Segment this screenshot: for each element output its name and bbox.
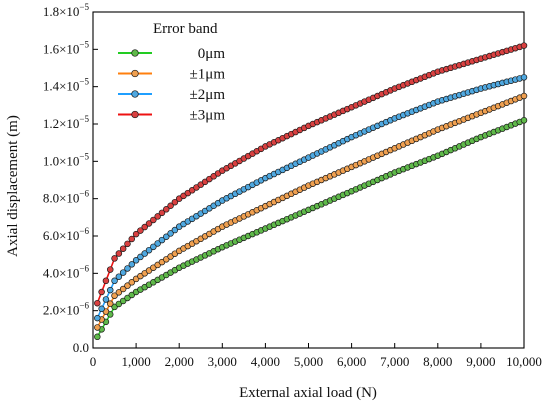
data-point [94, 299, 101, 307]
x-tick-label: 2,000 [165, 354, 194, 369]
x-tick-label: 4,000 [251, 354, 280, 369]
data-point [124, 265, 131, 272]
data-point [124, 282, 131, 289]
legend-item: ±3μm [118, 108, 225, 124]
series-3 [94, 42, 528, 307]
legend: Error band 0μm ±1μm ±2μm ±3μm [118, 21, 225, 124]
data-point [520, 42, 528, 49]
data-point [94, 314, 101, 322]
data-point [158, 209, 166, 217]
x-tick-label: 3,000 [208, 354, 237, 369]
series-0 [94, 117, 528, 341]
legend-swatch-marker [131, 110, 139, 119]
data-point [98, 305, 105, 313]
y-axis-label: Axial displacement (m) [5, 115, 21, 257]
legend-swatch-marker [131, 90, 139, 98]
data-point [119, 245, 127, 252]
legend-title: Error band [153, 21, 218, 37]
data-point [115, 273, 123, 280]
data-point [106, 300, 114, 307]
data-point [158, 236, 166, 244]
legend-label: ±2μm [190, 87, 226, 103]
data-point [163, 206, 170, 213]
data-point [102, 277, 110, 285]
data-point [119, 285, 127, 293]
series-1 [94, 92, 528, 331]
y-tick-label: 1.2×10−5 [43, 114, 90, 131]
data-point [141, 250, 148, 257]
data-point [106, 286, 114, 294]
y-tick-label: 0.0 [73, 340, 89, 355]
data-point [520, 74, 528, 81]
data-point [167, 202, 174, 210]
legend-swatch-marker [131, 49, 139, 57]
series-line [96, 119, 525, 338]
y-tick-label: 1.0×10−5 [43, 151, 90, 168]
y-tick-label: 8.0×10−6 [43, 189, 90, 206]
y-tick-label: 1.4×10−5 [43, 77, 90, 94]
data-point [150, 243, 157, 251]
data-point [171, 198, 179, 206]
y-tick-label: 1.8×10−5 [43, 2, 90, 19]
data-point [94, 324, 101, 331]
series-2 [94, 74, 528, 322]
x-tick-label: 10,000 [506, 354, 542, 369]
series-layer [94, 42, 528, 341]
legend-label: ±1μm [190, 67, 226, 83]
data-point [520, 92, 528, 100]
data-point [154, 240, 161, 247]
y-tick-label: 1.6×10−5 [43, 39, 90, 56]
y-tick-label: 4.0×10−6 [43, 263, 90, 280]
data-point [124, 240, 131, 248]
y-tick-label: 6.0×10−6 [43, 226, 90, 243]
x-tick-label: 9,000 [466, 354, 495, 369]
x-axis-label: External axial load (N) [239, 385, 377, 401]
data-point [98, 288, 105, 296]
x-tick-label: 8,000 [423, 354, 452, 369]
data-point [154, 213, 161, 220]
data-point [128, 261, 136, 268]
x-tick-label: 5,000 [294, 354, 323, 369]
data-point [102, 296, 110, 303]
x-tick-label: 0 [90, 354, 97, 369]
series-line [96, 76, 525, 319]
data-point [128, 279, 136, 286]
data-point [150, 216, 157, 224]
data-point [145, 246, 153, 254]
data-point [119, 269, 127, 276]
legend-item: ±1μm [118, 67, 225, 83]
data-point [167, 230, 174, 237]
data-point [106, 266, 114, 273]
data-point [137, 253, 144, 261]
axes: 0 1,000 2,000 3,000 4,000 5,000 6,000 7,000 8,00… [43, 2, 542, 369]
legend-swatch-marker [131, 69, 139, 78]
data-point [520, 117, 528, 124]
legend-label: 0μm [198, 46, 226, 62]
legend-label: ±3μm [190, 108, 226, 124]
data-point [115, 289, 123, 296]
data-point [171, 226, 179, 234]
data-point [111, 292, 118, 299]
x-tick-label: 1,000 [121, 354, 150, 369]
legend-item: ±2μm [118, 87, 225, 103]
data-point [115, 250, 123, 257]
y-tick-label: 2.0×10−6 [43, 301, 90, 318]
data-point [141, 223, 148, 231]
data-point [111, 277, 118, 285]
legend-item: 0μm [118, 46, 225, 62]
data-point [137, 227, 144, 234]
data-point [132, 230, 140, 238]
data-point [145, 220, 153, 227]
data-point [163, 233, 170, 241]
data-point [94, 333, 101, 341]
x-tick-label: 7,000 [380, 354, 409, 369]
x-tick-label: 6,000 [337, 354, 366, 369]
data-point [111, 255, 118, 262]
data-point [132, 257, 140, 264]
data-point [128, 235, 136, 243]
